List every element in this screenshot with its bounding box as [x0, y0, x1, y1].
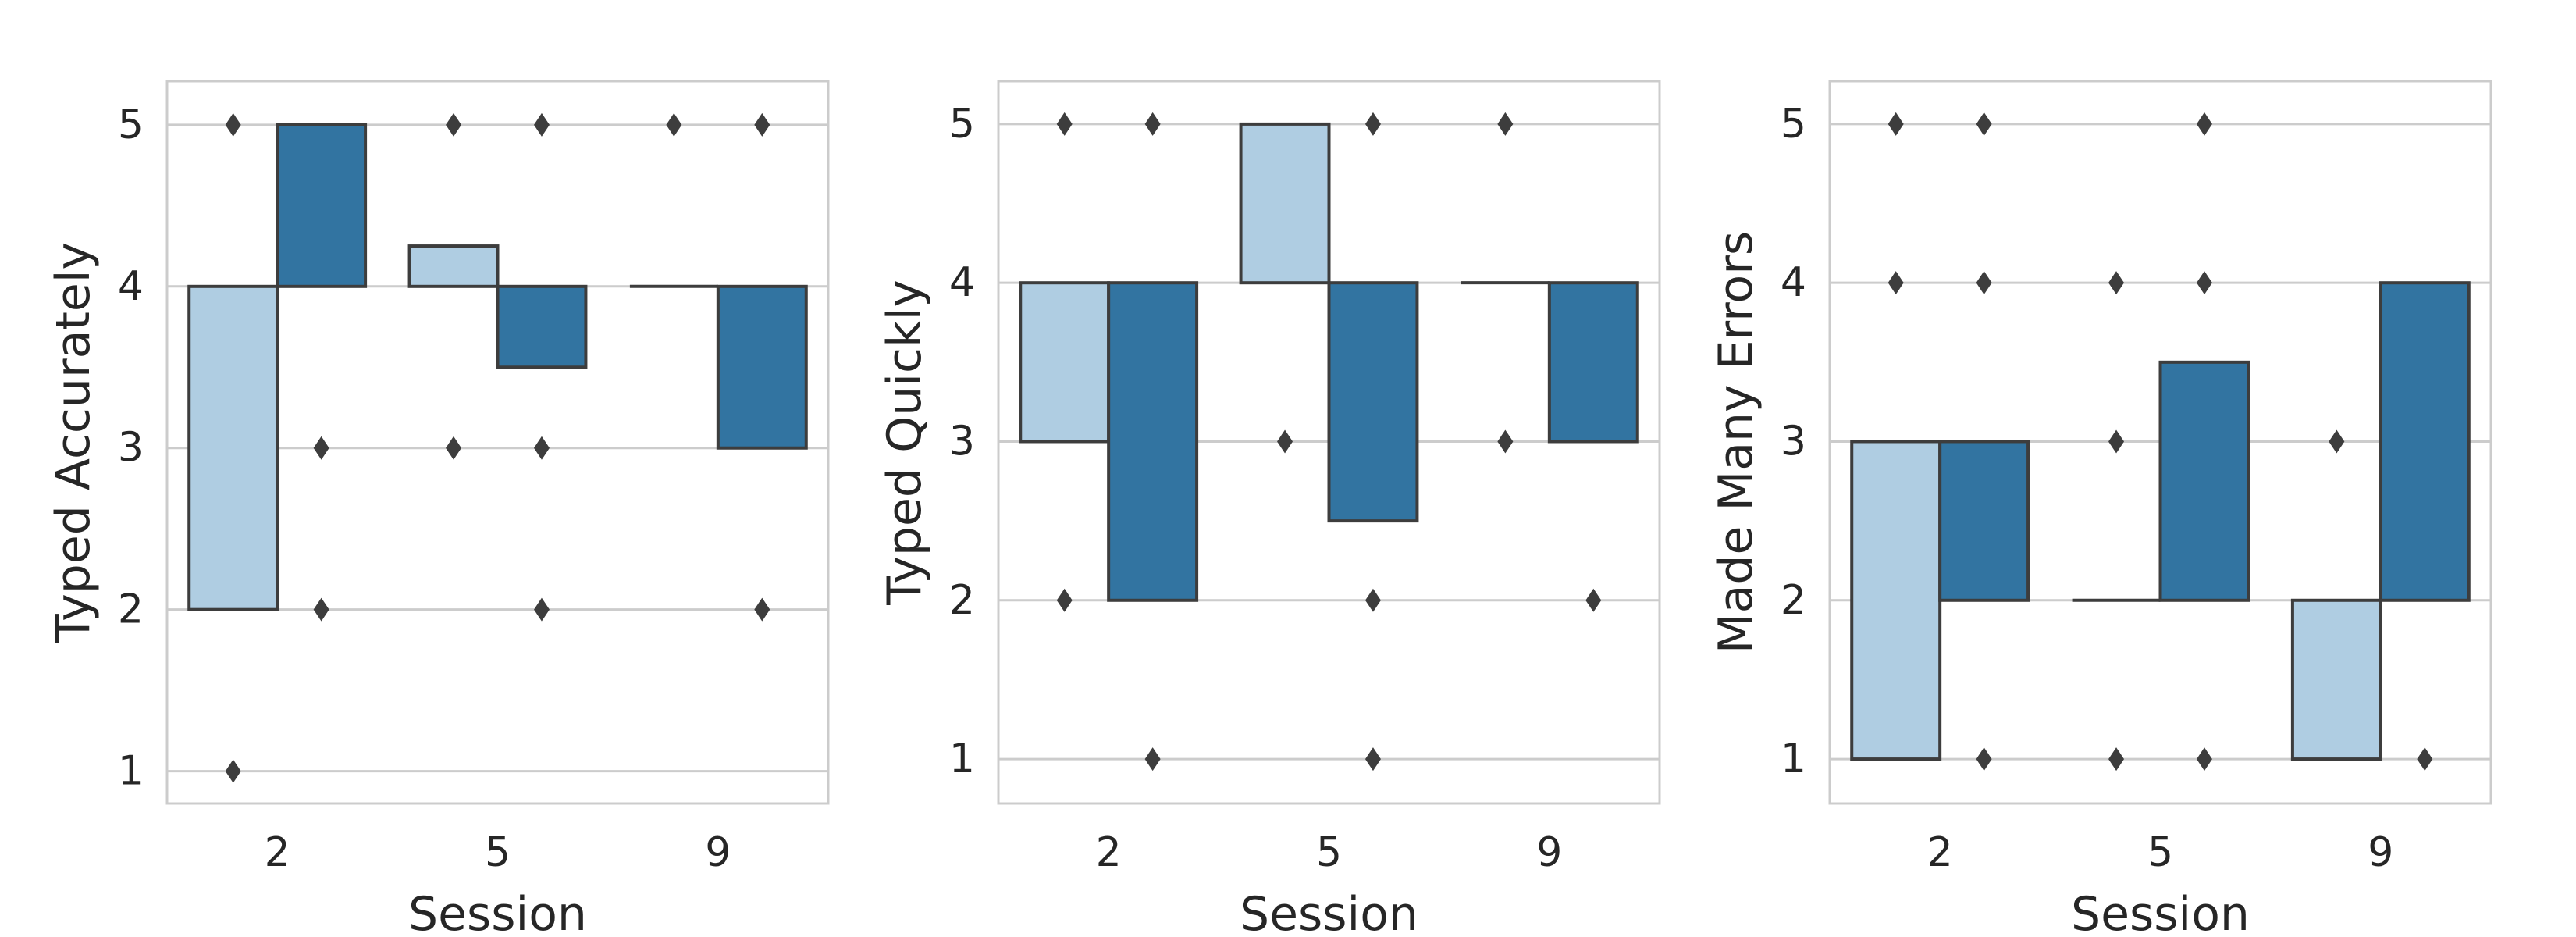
box-series-2-session-9 [2379, 281, 2471, 602]
x-tick-label: 9 [2368, 829, 2393, 876]
y-tick-label: 4 [118, 263, 144, 310]
x-tick-label: 5 [1316, 829, 1342, 876]
outlier-point [1144, 112, 1161, 136]
y-tick-label: 1 [1781, 736, 1806, 782]
box-series-1-session-5 [407, 244, 500, 288]
outlier-point [533, 597, 550, 622]
outlier-point [1364, 588, 1381, 612]
plot-frame [165, 80, 830, 805]
y-tick-label: 4 [1781, 259, 1806, 306]
outlier-point [2196, 271, 2212, 295]
plot-frame [1828, 80, 2492, 805]
outlier-point [313, 597, 329, 622]
outlier-point [313, 436, 329, 460]
outlier-point [225, 112, 241, 137]
chart-panel-1: 1 2 3 4 5 2 5 9 Session Typed Accurately [46, 80, 830, 937]
x-axis-label: Session [1240, 887, 1418, 937]
box-series-2-session-5 [496, 284, 588, 369]
y-tick-label: 5 [1781, 101, 1806, 148]
y-axis-label: Made Many Errors [1709, 231, 1763, 654]
outlier-point [1585, 588, 1602, 612]
x-tick-label: 9 [705, 829, 731, 876]
x-tick-label: 9 [1536, 829, 1562, 876]
y-axis-label: Typed Quickly [877, 280, 932, 606]
outlier-point [1888, 112, 1904, 136]
y-tick-label: 3 [1781, 418, 1806, 465]
y-tick-label: 4 [949, 259, 975, 306]
x-tick-label: 2 [1927, 829, 1953, 876]
y-axis-label: Typed Accurately [46, 242, 101, 643]
outlier-point [1976, 271, 1992, 295]
box-series-2-session-2 [1107, 281, 1199, 602]
outlier-point [533, 112, 550, 137]
outlier-point [2329, 429, 2345, 454]
outlier-point [446, 436, 462, 460]
outlier-point [2417, 747, 2433, 771]
outlier-point [533, 436, 550, 460]
outlier-point [1277, 429, 1293, 454]
x-axis-label: Session [2071, 887, 2250, 937]
outlier-point [666, 112, 682, 137]
outlier-point [1976, 747, 1992, 771]
outlier-point [1056, 588, 1073, 612]
y-tick-label: 3 [949, 418, 975, 465]
box-series-1-session-2 [1850, 440, 1942, 761]
outlier-point [1364, 747, 1381, 771]
x-axis-label: Session [408, 887, 587, 937]
box-series-2-session-9 [716, 284, 808, 450]
box-series-1-session-2 [1019, 281, 1111, 444]
outlier-point [2108, 271, 2125, 295]
chart-panel-2: 1 2 3 4 5 2 5 9 Session Typed Quickly [877, 80, 1661, 937]
outlier-point [1056, 112, 1073, 136]
outlier-point [2108, 747, 2125, 771]
y-tick-label: 2 [949, 577, 975, 624]
y-tick-label: 2 [1781, 577, 1806, 624]
box-series-2-session-9 [1547, 281, 1639, 444]
outlier-point [1497, 429, 1514, 454]
y-tick-label: 1 [949, 736, 975, 782]
outlier-point [1976, 112, 1992, 136]
y-tick-label: 1 [118, 748, 144, 795]
outlier-point [1497, 112, 1514, 136]
plot-frame [997, 80, 1661, 805]
x-tick-label: 5 [2147, 829, 2173, 876]
box-series-1-session-2 [187, 284, 279, 611]
box-series-1-session-5 [1239, 122, 1331, 285]
outlier-point [754, 112, 770, 137]
box-series-2-session-2 [276, 123, 368, 288]
chart-panel-3: 1 2 3 4 5 2 5 9 Session Made Many Errors [1709, 80, 2492, 937]
x-tick-label: 2 [1096, 829, 1122, 876]
x-tick-label: 2 [265, 829, 290, 876]
box-series-2-session-5 [2158, 360, 2250, 602]
outlier-point [1364, 112, 1381, 136]
outlier-point [1888, 271, 1904, 295]
outlier-point [2108, 429, 2125, 454]
outlier-point [754, 597, 770, 622]
x-tick-label: 5 [485, 829, 511, 876]
outlier-point [2196, 112, 2212, 136]
y-tick-label: 3 [118, 425, 144, 472]
y-tick-label: 5 [949, 101, 975, 148]
y-tick-label: 5 [118, 102, 144, 148]
outlier-point [225, 759, 241, 783]
box-series-2-session-2 [1938, 440, 2030, 602]
y-tick-label: 2 [118, 586, 144, 633]
outlier-point [446, 112, 462, 137]
outlier-point [1144, 747, 1161, 771]
box-series-1-session-9 [2290, 598, 2382, 761]
box-series-2-session-5 [1327, 281, 1419, 523]
outlier-point [2196, 747, 2212, 771]
